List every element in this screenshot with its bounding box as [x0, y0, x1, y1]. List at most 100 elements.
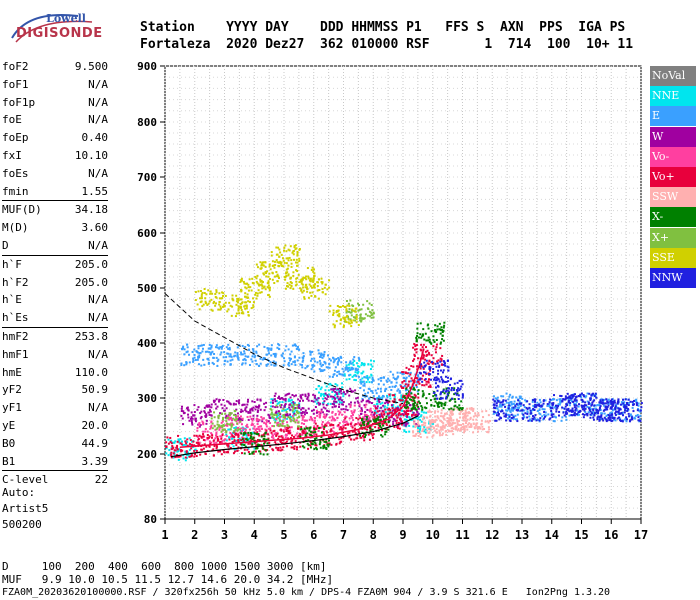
echo-point [273, 395, 276, 398]
echo-point [198, 352, 201, 355]
echo-point [221, 418, 224, 421]
echo-point [223, 351, 226, 354]
echo-point [435, 428, 438, 431]
echo-point [225, 451, 228, 454]
echo-point [429, 426, 432, 429]
echo-point [440, 376, 443, 379]
echo-point [304, 277, 307, 280]
echo-point [473, 426, 476, 429]
legend-item-w: W [650, 126, 696, 147]
echo-point [613, 408, 616, 411]
echo-point [639, 414, 642, 417]
echo-point [392, 373, 395, 376]
echo-point [247, 451, 250, 454]
echo-point [411, 415, 414, 418]
echo-point [439, 357, 442, 360]
echo-point [272, 416, 275, 419]
echo-point [271, 448, 274, 451]
echo-point [237, 299, 240, 302]
echo-point [204, 302, 207, 305]
echo-point [384, 402, 387, 405]
echo-point [357, 401, 360, 404]
echo-point [355, 362, 358, 365]
echo-point [337, 357, 340, 360]
echo-point [617, 416, 620, 419]
echo-point [255, 280, 258, 283]
echo-point [338, 405, 341, 408]
echo-point [259, 399, 262, 402]
echo-point [342, 426, 345, 429]
echo-point [290, 440, 293, 443]
echo-point [294, 421, 297, 424]
echo-point [222, 292, 225, 295]
echo-point [243, 352, 246, 355]
echo-point [415, 338, 418, 341]
echo-point [275, 246, 278, 249]
echo-point [221, 407, 224, 410]
echo-point [402, 400, 405, 403]
echo-point [209, 427, 212, 430]
echo-point [258, 428, 261, 431]
echo-point [225, 346, 228, 349]
echo-point [332, 424, 335, 427]
param-name: fxI [2, 148, 22, 162]
echo-point [610, 407, 613, 410]
echo-point [481, 425, 484, 428]
echo-point [313, 272, 316, 275]
echo-point [372, 316, 375, 319]
echo-point [434, 382, 437, 385]
echo-point [258, 343, 261, 346]
echo-point [459, 428, 462, 431]
echo-point [623, 404, 626, 407]
echo-point [508, 419, 511, 422]
echo-point [439, 401, 442, 404]
echo-point [263, 435, 266, 438]
echo-point [282, 259, 285, 262]
echo-point [321, 423, 324, 426]
echo-point [458, 389, 461, 392]
echo-point [271, 433, 274, 436]
echo-point [624, 418, 627, 421]
echo-point [223, 305, 226, 308]
echo-point [294, 248, 297, 251]
echo-point [232, 445, 235, 448]
echo-point [191, 350, 194, 353]
echo-point [235, 408, 238, 411]
echo-point [439, 426, 442, 429]
echo-point [215, 444, 218, 447]
echo-point [401, 409, 404, 412]
param-row: foE N/A [2, 111, 108, 129]
echo-point [287, 259, 290, 262]
echo-point [416, 422, 419, 425]
echo-point [390, 404, 393, 407]
echo-point [302, 355, 305, 358]
echo-point [376, 410, 379, 413]
echo-point [240, 290, 243, 293]
echo-point [621, 413, 624, 416]
echo-point [395, 413, 398, 416]
echo-point [573, 404, 576, 407]
echo-point [352, 309, 355, 312]
echo-point [472, 407, 475, 410]
echo-point [336, 371, 339, 374]
echo-point [448, 430, 451, 433]
echo-point [373, 420, 376, 423]
echo-point [441, 381, 444, 384]
echo-point [419, 377, 422, 380]
echo-point [322, 406, 325, 409]
echo-point [323, 395, 326, 398]
echo-point [534, 403, 537, 406]
echo-point [263, 358, 266, 361]
echo-point [326, 288, 329, 291]
echo-point [257, 289, 260, 292]
echo-point [583, 413, 586, 416]
echo-point [367, 391, 370, 394]
echo-point [464, 411, 467, 414]
echo-point [421, 406, 424, 409]
echo-point [330, 443, 333, 446]
echo-point [262, 453, 265, 456]
echo-point [335, 400, 338, 403]
echo-point [429, 414, 432, 417]
echo-point [428, 431, 431, 434]
echo-point [352, 358, 355, 361]
